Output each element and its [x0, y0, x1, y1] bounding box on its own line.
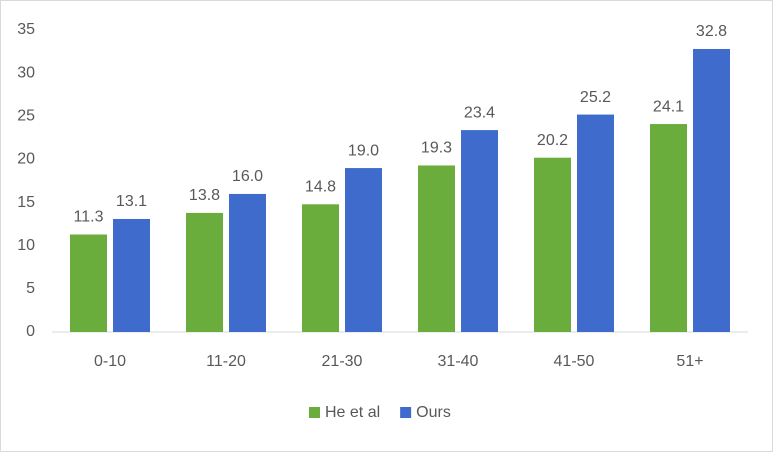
bar: [693, 48, 730, 333]
bar: [70, 234, 107, 332]
value-label: 23.4: [464, 104, 495, 121]
legend-label: Ours: [416, 404, 451, 421]
legend-swatch: [400, 407, 412, 418]
bar: [345, 168, 382, 332]
y-tick-label: 35: [17, 21, 35, 38]
value-label: 13.8: [189, 187, 220, 204]
y-tick-label: 25: [17, 108, 35, 125]
x-tick-label: 51+: [676, 353, 703, 370]
value-label: 13.1: [116, 193, 147, 210]
value-label: 32.8: [696, 23, 727, 40]
value-label: 11.3: [74, 209, 104, 226]
x-tick-label: 31-40: [438, 353, 479, 370]
bar: [577, 114, 614, 332]
y-tick-label: 15: [17, 194, 35, 211]
value-label: 20.2: [537, 132, 568, 149]
value-label: 19.3: [421, 140, 452, 157]
value-label: 19.0: [348, 142, 379, 159]
bar: [113, 218, 150, 332]
bar: [229, 193, 266, 332]
value-label: 25.2: [580, 89, 611, 106]
x-tick-label: 0-10: [94, 353, 126, 370]
value-label: 24.1: [653, 98, 684, 115]
bar: [186, 212, 223, 332]
bar: [534, 157, 571, 332]
legend-label: He et al: [325, 404, 380, 421]
y-tick-label: 30: [17, 64, 35, 81]
bar: [650, 124, 687, 333]
legend-swatch: [309, 407, 320, 418]
bar: [461, 130, 498, 332]
value-label: 14.8: [305, 179, 336, 196]
bar: [302, 204, 339, 332]
x-tick-label: 21-30: [322, 353, 363, 370]
bar: [418, 165, 455, 332]
y-tick-label: 0: [26, 323, 35, 340]
value-label: 16.0: [232, 168, 263, 185]
x-tick-label: 41-50: [554, 353, 595, 370]
y-tick-label: 20: [17, 151, 35, 168]
y-tick-label: 5: [26, 280, 35, 297]
y-tick-label: 10: [17, 237, 35, 254]
x-tick-label: 11-20: [206, 353, 246, 370]
